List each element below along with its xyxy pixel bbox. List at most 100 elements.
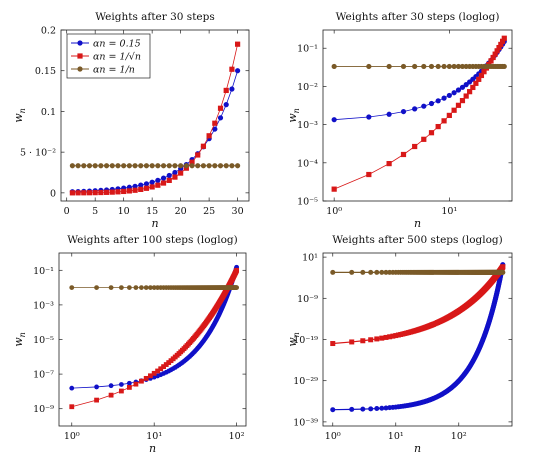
- data-point: [217, 163, 224, 169]
- data-point: [149, 179, 155, 185]
- data-point: [69, 404, 75, 410]
- plot-area: [330, 262, 506, 413]
- data-point: [386, 63, 392, 70]
- data-point: [379, 405, 385, 411]
- data-point: [446, 92, 452, 99]
- data-point: [158, 366, 164, 372]
- data-point: [155, 182, 161, 188]
- y-tick-label: 10⁻⁹: [297, 294, 318, 305]
- data-point: [94, 397, 99, 403]
- data-point: [379, 335, 385, 341]
- series-sqrt: [331, 35, 507, 192]
- series-line: [72, 70, 238, 193]
- data-point: [133, 381, 139, 387]
- y-axis-label: wn: [12, 108, 27, 123]
- y-tick-label: 10⁻¹⁹: [293, 335, 318, 346]
- y-tick-label: 10⁻²⁹: [293, 376, 318, 387]
- data-point: [121, 188, 127, 195]
- data-point: [69, 163, 75, 169]
- data-point: [121, 163, 127, 169]
- data-point: [349, 269, 355, 275]
- plot-frame: [322, 29, 513, 202]
- data-point: [499, 38, 506, 44]
- legend-entry: αn = 1/√n: [71, 52, 141, 63]
- data-point: [455, 87, 462, 93]
- data-point: [163, 362, 169, 367]
- data-point: [501, 63, 507, 70]
- data-point: [103, 163, 110, 169]
- data-point: [92, 163, 98, 169]
- data-point: [126, 285, 132, 290]
- data-point: [206, 163, 212, 169]
- data-point: [94, 285, 99, 290]
- y-tick-label: 10⁻²: [297, 82, 318, 93]
- series-harmonic: [69, 163, 241, 169]
- data-point: [151, 370, 157, 376]
- data-point: [490, 54, 496, 61]
- data-point: [360, 406, 366, 412]
- y-tick-label: 10⁻⁷: [33, 370, 54, 381]
- chart-title: Weights after 500 steps (loglog): [332, 234, 503, 246]
- data-point: [459, 84, 466, 90]
- data-point: [81, 163, 87, 169]
- data-point: [98, 189, 104, 196]
- data-point: [183, 163, 189, 169]
- y-tick-label: 0.2: [41, 26, 56, 37]
- data-point: [383, 334, 389, 340]
- data-point: [234, 267, 240, 273]
- data-point: [155, 368, 160, 374]
- data-point: [412, 143, 418, 150]
- data-point: [86, 163, 93, 169]
- data-point: [366, 63, 372, 70]
- data-point: [178, 170, 184, 176]
- y-tick-label: 10¹: [302, 253, 318, 264]
- data-point: [200, 143, 207, 149]
- data-point: [98, 163, 104, 169]
- data-point: [393, 333, 399, 339]
- data-point: [126, 380, 132, 386]
- x-tick-label: 10¹: [388, 431, 404, 442]
- y-tick-label: 0: [50, 188, 56, 199]
- data-point: [368, 269, 374, 275]
- data-point: [446, 112, 452, 119]
- y-tick-label: 10⁻³⁹: [293, 417, 318, 428]
- data-point: [386, 111, 392, 117]
- y-axis-label: wn: [286, 108, 301, 123]
- x-tick-label: 10²: [229, 431, 245, 442]
- data-point: [494, 48, 500, 54]
- plot-area: [69, 41, 241, 196]
- data-point: [374, 336, 380, 342]
- data-point: [143, 181, 150, 187]
- data-point: [132, 183, 138, 189]
- y-tick-label: 0.15: [35, 66, 56, 77]
- data-point: [195, 152, 201, 158]
- data-point: [412, 106, 418, 112]
- data-point: [138, 163, 144, 169]
- data-point: [500, 269, 506, 275]
- plot-frame: [60, 29, 250, 202]
- data-point: [149, 163, 155, 169]
- data-point: [421, 103, 427, 109]
- data-point: [133, 285, 139, 290]
- data-point: [331, 117, 337, 123]
- x-tick-label: 5: [92, 206, 98, 217]
- data-point: [155, 163, 161, 169]
- series-constant: [69, 68, 241, 195]
- legend-label: αn = 1/√n: [93, 52, 141, 63]
- y-tick-label: 10⁻¹: [33, 266, 54, 277]
- data-point: [451, 90, 457, 96]
- x-tick-label: 10⁰: [64, 431, 80, 442]
- data-point: [366, 114, 372, 120]
- data-point: [118, 382, 124, 387]
- data-point: [488, 58, 494, 64]
- data-point: [217, 115, 224, 121]
- series-line: [332, 264, 504, 411]
- data-point: [223, 163, 229, 169]
- data-point: [69, 385, 75, 391]
- data-point: [455, 63, 462, 70]
- data-point: [109, 189, 115, 195]
- data-point: [189, 163, 195, 169]
- data-point: [86, 190, 93, 196]
- data-point: [435, 123, 441, 130]
